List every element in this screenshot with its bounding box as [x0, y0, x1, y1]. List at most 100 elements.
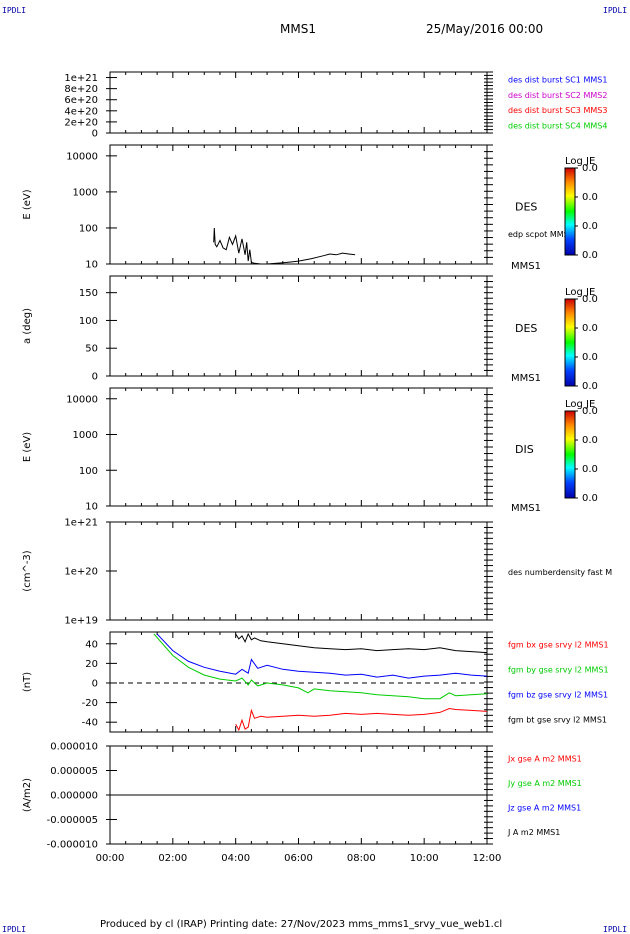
panel-frame-p3	[109, 275, 488, 377]
colorbar-label-p4-1: 0.0	[582, 435, 598, 446]
colorbar-title-p2: Log JE	[565, 156, 595, 167]
corner-mark-top-right: IPDLI	[603, 6, 628, 15]
ytick-label-p4-0: 10000	[66, 394, 98, 405]
panel-frame-p1	[109, 71, 488, 134]
panel-frame-p6	[109, 631, 488, 733]
series-line-p6-1	[156, 633, 488, 679]
colorbar-label-p4-0: 0.0	[582, 406, 598, 417]
ytick-label-p1-3: 4e+20	[64, 106, 98, 117]
mms-label-p4: MMS1	[511, 503, 541, 514]
xtick-label-3: 06:00	[284, 853, 313, 864]
legend-p1-3: des dist burst SC4 MMS4	[508, 121, 607, 130]
ytick-label-p1-0: 1e+21	[64, 73, 98, 84]
overlay-label-p2: edp scpot MMS1	[508, 230, 574, 239]
xtick-label-4: 08:00	[347, 853, 376, 864]
ytick-label-p3-1: 100	[79, 316, 98, 327]
ylabel-p4: E (eV)	[22, 432, 33, 462]
ytick-label-p6-4: -40	[82, 718, 98, 729]
colorbar-label-p4-2: 0.0	[582, 464, 598, 475]
series-line-p6-3	[235, 707, 488, 732]
ytick-label-p3-2: 50	[85, 344, 98, 355]
ytick-label-p6-2: 0	[92, 678, 98, 689]
xtick-label-5: 10:00	[410, 853, 439, 864]
colorbar-p3	[564, 298, 576, 387]
mms-label-p2: MMS1	[511, 261, 541, 272]
panel-frame-p4	[109, 387, 488, 507]
legend-p6-3: fgm bt gse srvy l2 MMS1	[508, 716, 607, 725]
xtick-label-6: 12:00	[473, 853, 502, 864]
ytick-label-p5-1: 1e+20	[64, 567, 98, 578]
legend-p1-1: des dist burst SC2 MMS2	[508, 91, 607, 100]
ylabel-p6: (nT)	[22, 672, 33, 692]
species-label-p4: DIS	[515, 443, 534, 456]
colorbar-title-p3: Log JE	[565, 287, 595, 298]
colorbar-label-p2-3: 0.0	[582, 250, 598, 261]
series-line-p2-0	[213, 227, 356, 265]
ytick-label-p3-0: 150	[79, 288, 98, 299]
legend-p7-2: Jz gse A m2 MMS1	[507, 803, 581, 812]
legend-p1-2: des dist burst SC3 MMS3	[508, 106, 607, 115]
species-label-p2: DES	[515, 201, 537, 214]
colorbar-label-p2-2: 0.0	[582, 221, 598, 232]
colorbar-label-p3-0: 0.0	[582, 294, 598, 305]
panel-frame-p2	[109, 144, 488, 265]
legend-p6-0: fgm bx gse srvy l2 MMS1	[508, 641, 609, 650]
ytick-label-p7-4: -0.000010	[47, 840, 98, 851]
series-line-p6-2	[153, 633, 488, 700]
legend-p7-3: J A m2 MMS1	[507, 828, 560, 837]
corner-mark-bottom-right: IPDLI	[603, 925, 628, 934]
colorbar-p2	[564, 167, 576, 256]
overlay-label-p5: des numberdensity fast M	[508, 568, 612, 577]
ytick-label-p1-1: 8e+20	[64, 84, 98, 95]
ytick-label-p4-2: 100	[79, 466, 98, 477]
xtick-label-2: 04:00	[221, 853, 250, 864]
ylabel-p2: E (eV)	[22, 189, 33, 219]
ytick-label-p5-2: 1e+19	[64, 616, 98, 627]
colorbar-title-p4: Log JE	[565, 399, 595, 410]
colorbar-label-p4-3: 0.0	[582, 493, 598, 504]
legend-p7-0: Jx gse A m2 MMS1	[507, 754, 582, 763]
footer-credits: Produced by cl (IRAP) Printing date: 27/…	[100, 919, 503, 930]
ytick-label-p2-1: 1000	[73, 187, 98, 198]
ytick-label-p4-1: 1000	[73, 430, 98, 441]
colorbar-label-p3-3: 0.0	[582, 381, 598, 392]
ytick-label-p2-3: 10	[85, 260, 98, 271]
spacecraft-title: MMS1	[280, 22, 316, 36]
ylabel-p5: (cm^-3)	[22, 550, 33, 591]
ytick-label-p1-2: 6e+20	[64, 95, 98, 106]
colorbar-label-p2-1: 0.0	[582, 192, 598, 203]
ytick-label-p2-2: 100	[79, 223, 98, 234]
plot-date: 25/May/2016 00:00	[426, 22, 544, 36]
ytick-label-p7-2: 0.000000	[50, 791, 98, 802]
species-label-p3: DES	[515, 322, 537, 335]
series-line-p6-0	[235, 632, 488, 654]
colorbar-label-p3-2: 0.0	[582, 352, 598, 363]
ytick-label-p6-1: 20	[85, 659, 98, 670]
corner-mark-bottom-left: IPDLI	[2, 925, 27, 934]
ylabel-p3: a (deg)	[22, 308, 33, 344]
ytick-label-p7-3: -0.000005	[47, 815, 98, 826]
legend-p6-1: fgm by gse srvy l2 MMS1	[508, 666, 609, 675]
ytick-label-p5-0: 1e+21	[64, 518, 98, 529]
ylabel-p7: (A/m2)	[22, 778, 33, 812]
colorbar-p4	[564, 410, 576, 499]
legend-p6-2: fgm bz gse srvy l2 MMS1	[508, 691, 608, 700]
colorbar-label-p3-1: 0.0	[582, 323, 598, 334]
legend-p7-1: Jy gse A m2 MMS1	[507, 779, 582, 788]
legend-p1-0: des dist burst SC1 MMS1	[508, 76, 607, 85]
ytick-label-p4-3: 10	[85, 502, 98, 513]
colorbar-label-p2-0: 0.0	[582, 163, 598, 174]
ytick-label-p3-3: 0	[92, 372, 98, 383]
mms-label-p3: MMS1	[511, 373, 541, 384]
corner-mark-top-left: IPDLI	[2, 6, 27, 15]
ytick-label-p7-1: 0.000005	[50, 766, 98, 777]
ytick-label-p6-0: 40	[85, 639, 98, 650]
panel-frame-p5	[109, 521, 488, 621]
ytick-label-p2-0: 10000	[66, 151, 98, 162]
xtick-label-1: 02:00	[158, 853, 187, 864]
ytick-label-p1-5: 0	[92, 129, 98, 140]
ytick-label-p6-3: -20	[82, 698, 98, 709]
ytick-label-p7-0: 0.000010	[50, 742, 98, 753]
xtick-label-0: 00:00	[96, 853, 125, 864]
